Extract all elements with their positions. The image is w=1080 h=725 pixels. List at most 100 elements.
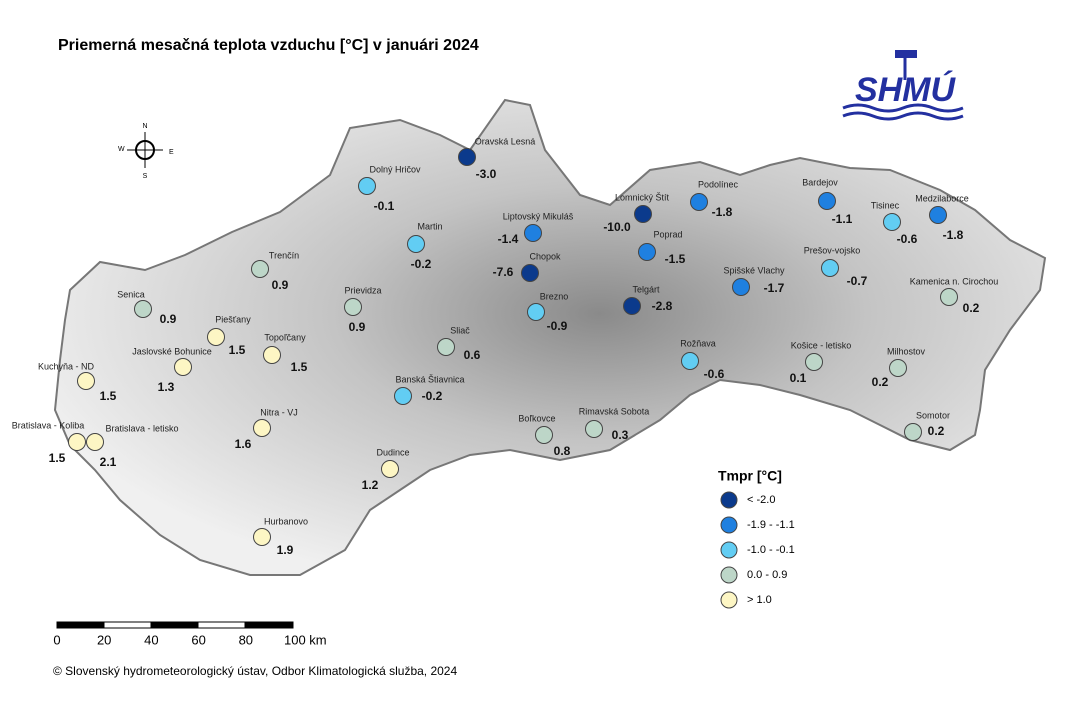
station-marker <box>805 353 823 371</box>
station-name: Podolínec <box>698 179 739 189</box>
station-marker <box>458 148 476 166</box>
legend-swatch <box>720 591 738 609</box>
station-name: Boľkovce <box>518 413 555 423</box>
station-marker <box>732 278 750 296</box>
station-value: -1.4 <box>498 232 519 246</box>
station-name: Topoľčany <box>264 332 306 342</box>
scale-bar <box>56 621 294 629</box>
station-marker <box>134 300 152 318</box>
station-value: 1.6 <box>235 437 252 451</box>
scale-label: 20 <box>97 632 111 647</box>
station-value: -1.7 <box>764 281 785 295</box>
station-value: -2.8 <box>652 299 673 313</box>
station-value: 0.8 <box>554 444 571 458</box>
station-value: 0.2 <box>928 424 945 438</box>
country-outline <box>53 98 1047 576</box>
station-name: Prešov-vojsko <box>804 245 861 255</box>
station-marker <box>394 387 412 405</box>
station-value: -1.8 <box>943 228 964 242</box>
station-marker <box>86 433 104 451</box>
station-marker <box>407 235 425 253</box>
station-value: 0.2 <box>963 301 980 315</box>
station-value: 0.9 <box>160 312 177 326</box>
station-name: Senica <box>117 289 145 299</box>
station-value: -1.5 <box>665 252 686 266</box>
station-marker <box>207 328 225 346</box>
compass <box>127 132 163 168</box>
station-name: Milhostov <box>887 346 926 356</box>
station-name: Somotor <box>916 410 950 420</box>
station-marker <box>381 460 399 478</box>
station-name: Banská Štiavnica <box>395 374 464 384</box>
station-name: Kuchyňa - ND <box>38 361 95 371</box>
legend-label: -1.0 - -0.1 <box>747 544 795 556</box>
station-marker <box>818 192 836 210</box>
station-value: -0.2 <box>422 389 443 403</box>
legend-label: 0.0 - 0.9 <box>747 569 787 581</box>
station-value: -7.6 <box>493 265 514 279</box>
station-name: Jaslovské Bohunice <box>132 346 212 356</box>
station-marker <box>263 346 281 364</box>
station-marker <box>638 243 656 261</box>
station-value: 0.2 <box>872 375 889 389</box>
station-marker <box>524 224 542 242</box>
station-value: -0.6 <box>897 232 918 246</box>
station-value: -1.1 <box>832 212 853 226</box>
station-marker <box>585 420 603 438</box>
station-name: Liptovský Mikuláš <box>503 211 574 221</box>
station-name: Trenčín <box>269 250 299 260</box>
station-marker <box>344 298 362 316</box>
station-name: Kamenica n. Cirochou <box>910 276 999 286</box>
station-value: -1.8 <box>712 205 733 219</box>
station-name: Bardejov <box>802 177 838 187</box>
legend-label: < -2.0 <box>747 494 775 506</box>
station-value: 1.5 <box>100 389 117 403</box>
legend-swatch <box>720 491 738 509</box>
logo-text: SHMÚ <box>855 71 957 109</box>
station-name: Prievidza <box>344 285 381 295</box>
station-name: Martin <box>417 221 442 231</box>
scale-label: 0 <box>53 632 60 647</box>
station-name: Bratislava - letisko <box>105 423 178 433</box>
station-name: Brezno <box>540 291 569 301</box>
map-title: Priemerná mesačná teplota vzduchu [°C] v… <box>58 37 479 54</box>
station-name: Telgárt <box>632 284 660 294</box>
compass-s: S <box>143 173 148 180</box>
station-value: 0.6 <box>464 348 481 362</box>
station-name: Rimavská Sobota <box>579 406 650 416</box>
station-marker <box>883 213 901 231</box>
scale-label: 60 <box>191 632 205 647</box>
station-value: 0.3 <box>612 428 629 442</box>
legend-label: > 1.0 <box>747 594 772 606</box>
station-value: 1.5 <box>49 451 66 465</box>
station-value: 2.1 <box>100 455 117 469</box>
scale-label: 40 <box>144 632 158 647</box>
station-name: Hurbanovo <box>264 516 308 526</box>
compass-e: E <box>169 149 174 156</box>
station-name: Chopok <box>529 251 561 261</box>
station-value: -0.1 <box>374 199 395 213</box>
station-name: Bratislava - Koliba <box>12 420 85 430</box>
scale-label: 80 <box>239 632 253 647</box>
station-value: -0.6 <box>704 367 725 381</box>
station-name: Oravská Lesná <box>475 136 536 146</box>
station-marker <box>251 260 269 278</box>
legend-title: Tmpr [°C] <box>718 468 782 484</box>
station-marker <box>904 423 922 441</box>
compass-w: W <box>118 146 125 153</box>
station-name: Košice - letisko <box>791 340 852 350</box>
station-marker <box>437 338 455 356</box>
station-value: 1.5 <box>291 360 308 374</box>
station-value: 1.9 <box>277 543 294 557</box>
station-marker <box>253 419 271 437</box>
station-marker <box>358 177 376 195</box>
station-name: Nitra - VJ <box>260 407 298 417</box>
station-marker <box>681 352 699 370</box>
station-marker <box>521 264 539 282</box>
station-value: 0.9 <box>349 320 366 334</box>
station-value: -0.7 <box>847 274 868 288</box>
station-marker <box>634 205 652 223</box>
station-name: Piešťany <box>215 314 251 324</box>
station-marker <box>77 372 95 390</box>
station-marker <box>174 358 192 376</box>
